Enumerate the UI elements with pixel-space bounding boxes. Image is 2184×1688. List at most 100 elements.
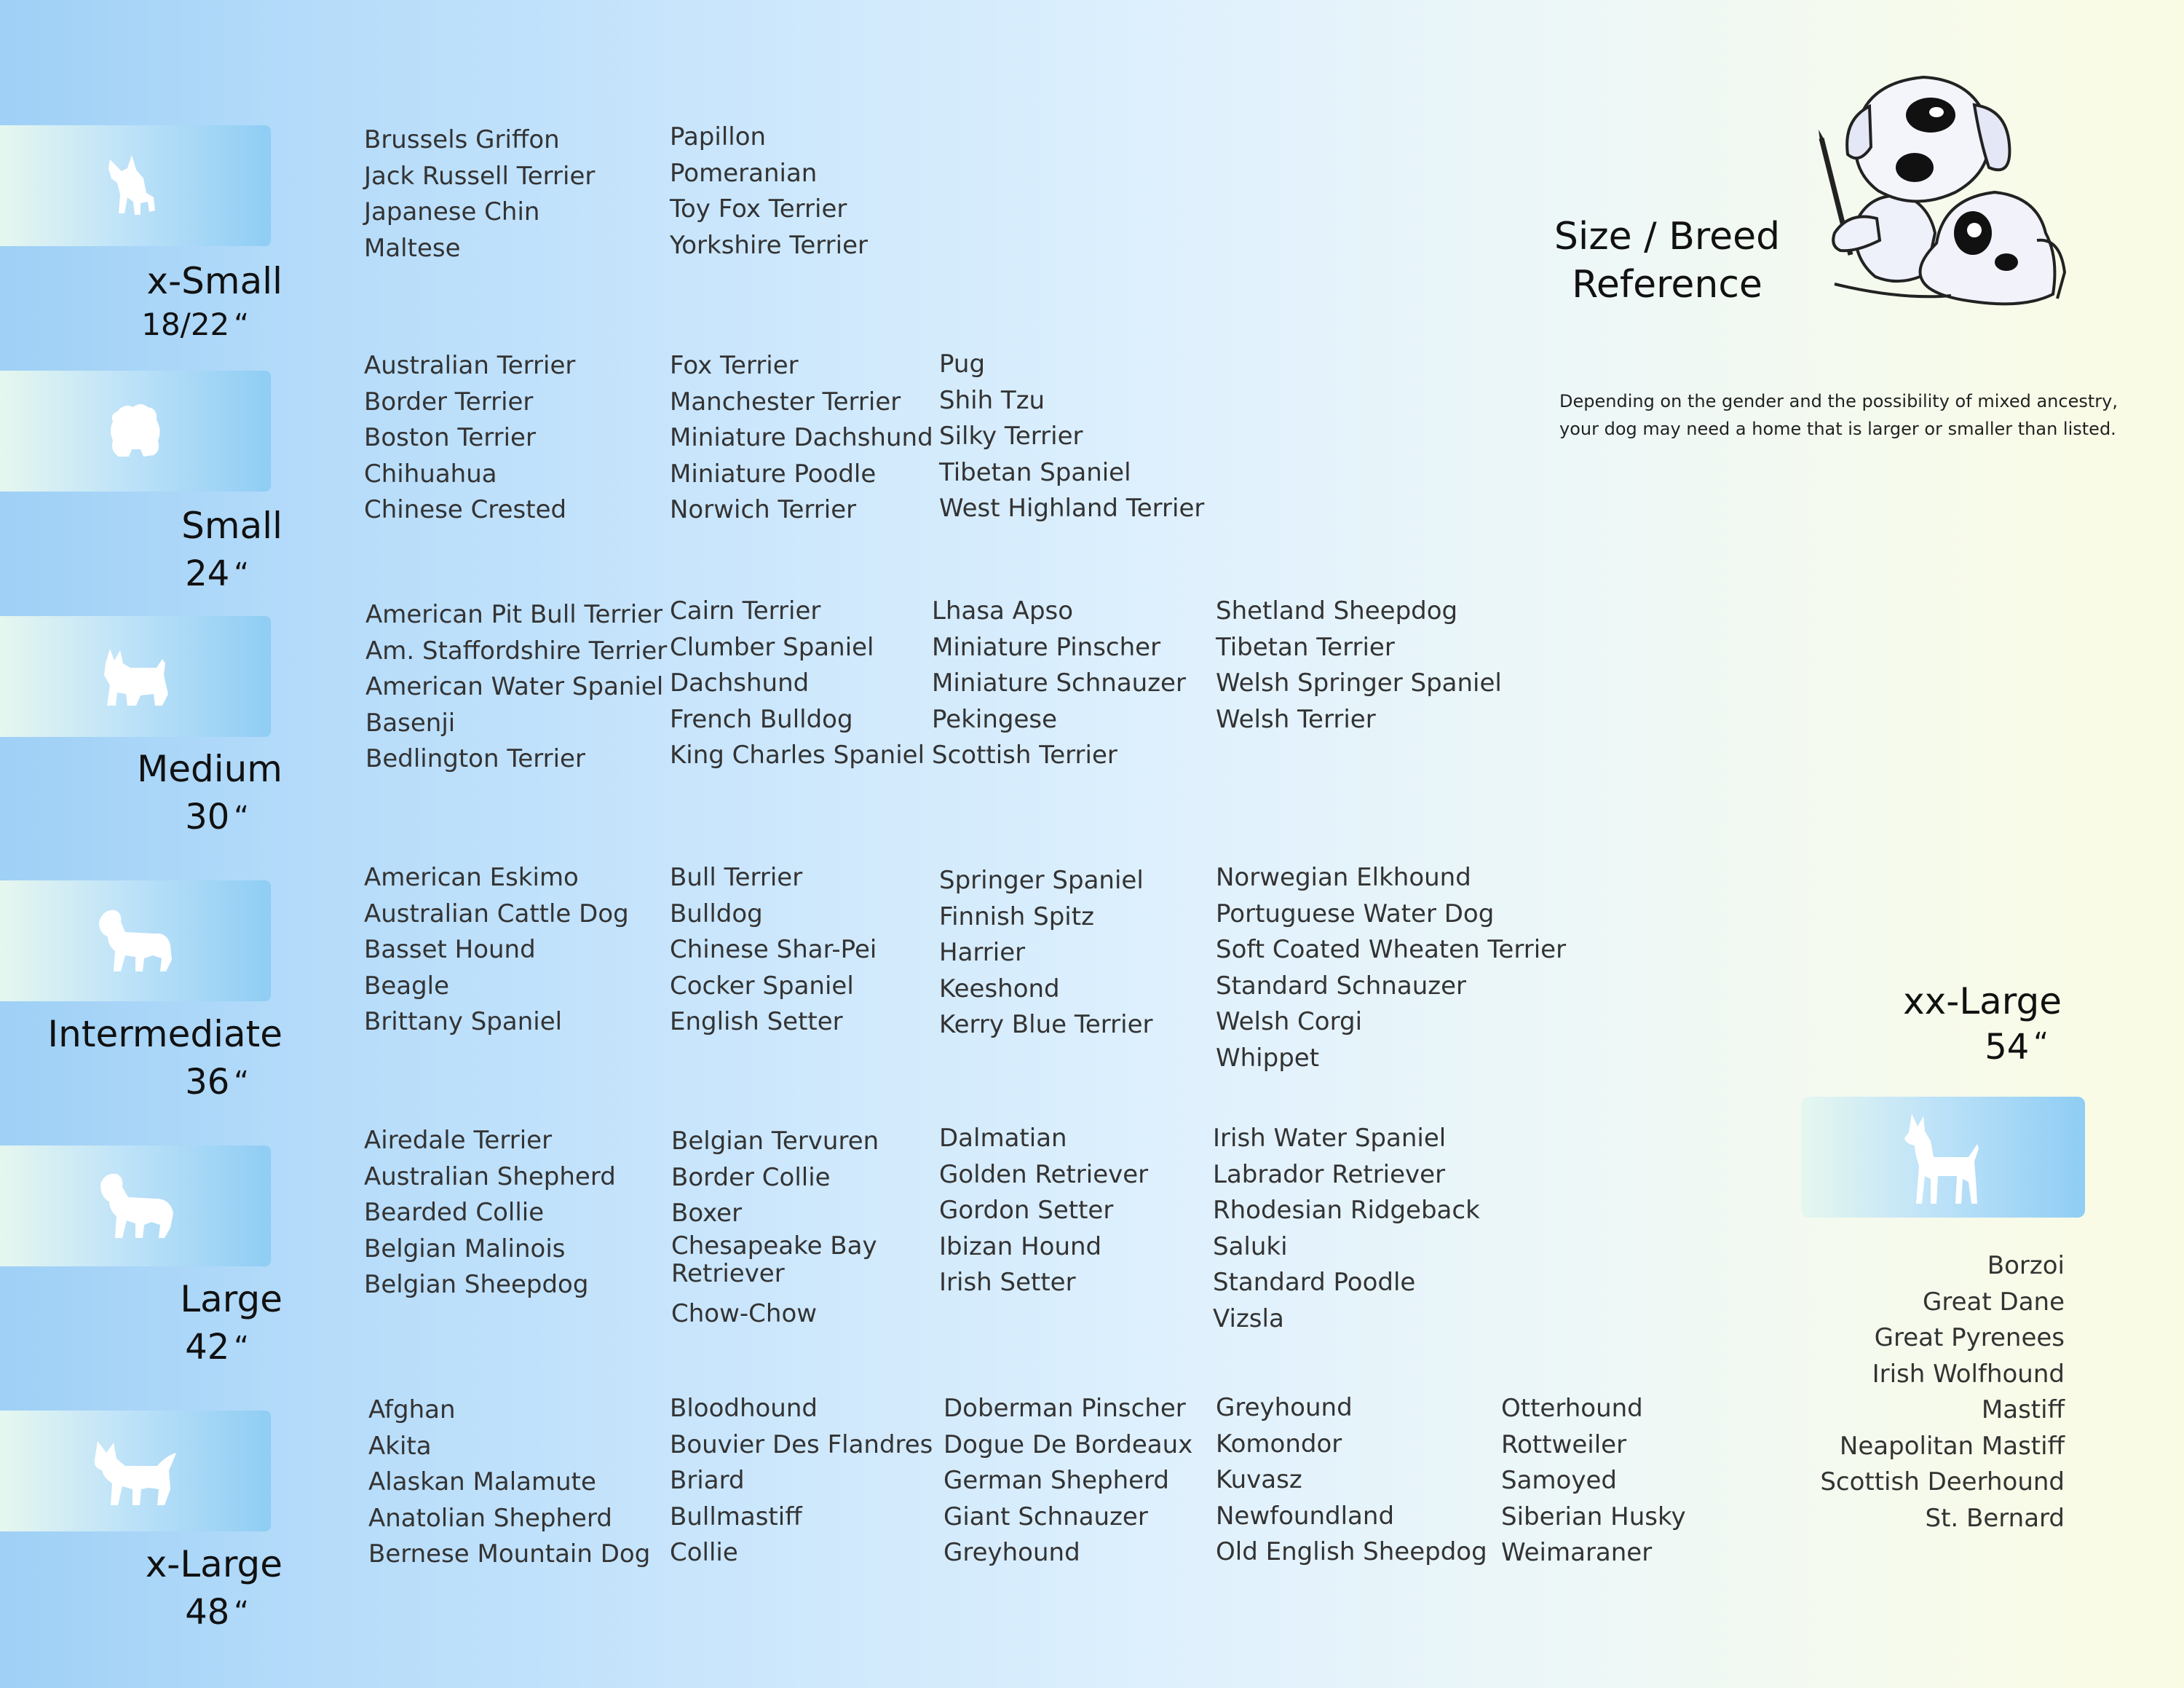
breed-item: Bullmastiff [670, 1502, 802, 1531]
breed-item: Welsh Springer Spaniel [1216, 669, 1502, 698]
large-band [0, 1145, 271, 1266]
small-band [0, 371, 271, 492]
breed-item: Border Terrier [364, 387, 534, 417]
small-dimension: 24 “ [185, 553, 249, 594]
breed-item: French Bulldog [670, 704, 853, 734]
breed-item: Chow-Chow [671, 1298, 818, 1328]
breed-item: Miniature Schnauzer [932, 669, 1186, 698]
breed-item: Bull Terrier [670, 863, 803, 892]
breed-item: Borzoi [1987, 1251, 2065, 1280]
breed-item: Whippet [1216, 1043, 1320, 1073]
breed-item: Airedale Terrier [364, 1126, 553, 1155]
breed-item: Great Dane [1923, 1287, 2065, 1317]
size-note-line: Depending on the gender and the possibil… [1559, 391, 2118, 411]
intermediate-col-1: American Eskimo Australian Cattle Dog Ba… [364, 860, 629, 1041]
breed-item: Pekingese [932, 704, 1058, 734]
breed-item: Jack Russell Terrier [364, 161, 596, 191]
breed-item: Portuguese Water Dog [1216, 899, 1495, 928]
breed-item: Welsh Terrier [1216, 704, 1376, 734]
breed-item: Cocker Spaniel [670, 971, 854, 1001]
breed-item: Chihuahua [364, 459, 497, 489]
breed-item: Greyhound [1216, 1393, 1353, 1422]
breed-item: Belgian Tervuren [671, 1127, 879, 1156]
breed-item: West Highland Terrier [939, 494, 1205, 523]
breed-item: St. Bernard [1925, 1503, 2065, 1533]
breed-item: Bulldog [670, 899, 763, 928]
breed-item: Rottweiler [1501, 1429, 1627, 1459]
breed-item: Border Collie [671, 1162, 831, 1192]
breed-item: Brussels Griffon [364, 125, 560, 154]
size-note: Depending on the gender and the possibil… [1559, 387, 2118, 443]
intermediate-band [0, 880, 271, 1001]
large-col-3: Dalmatian Golden Retriever Gordon Setter… [939, 1121, 1148, 1301]
breed-item: Collie [670, 1538, 738, 1567]
breed-item: Norwegian Elkhound [1216, 863, 1471, 892]
breed-item: Irish Water Spaniel [1213, 1124, 1447, 1153]
breed-item: American Pit Bull Terrier [365, 600, 663, 629]
size-note-line: your dog may need a home that is larger … [1559, 419, 2116, 439]
breed-item: Great Pyrenees [1874, 1323, 2065, 1352]
intermediate-label: Intermediate [47, 1013, 282, 1055]
breed-item: Dachshund [670, 669, 810, 698]
breed-item: Bloodhound [670, 1394, 818, 1423]
large-label: Large [180, 1278, 282, 1320]
breed-item: Manchester Terrier [670, 387, 901, 417]
small-col-3: Pug Shih Tzu Silky Terrier Tibetan Spani… [939, 347, 1204, 527]
xsmall-col-1: Brussels Griffon Jack Russell Terrier Ja… [364, 122, 595, 267]
xlarge-col-1: Afghan Akita Alaskan Malamute Anatolian … [368, 1392, 650, 1573]
large-col-2: Belgian Tervuren Border Collie Boxer Che… [671, 1124, 882, 1332]
medium-col-3: Lhasa Apso Miniature Pinscher Miniature … [932, 593, 1186, 774]
xxlarge-breed-list: Borzoi Great Dane Great Pyrenees Irish W… [1820, 1248, 2065, 1537]
breed-item: Giant Schnauzer [943, 1502, 1148, 1531]
breed-item: Miniature Dachshund [670, 423, 933, 452]
medium-dimension: 30 “ [185, 797, 249, 837]
breed-item: Alaskan Malamute [368, 1467, 596, 1496]
breed-item: Cairn Terrier [670, 596, 821, 626]
xsmall-band [0, 125, 271, 246]
breed-item: Otterhound [1501, 1394, 1643, 1423]
breed-item: Bearded Collie [364, 1198, 545, 1227]
breed-item: Bernese Mountain Dog [368, 1539, 651, 1569]
breed-item: Maltese [364, 233, 461, 263]
breed-item: Doberman Pinscher [943, 1394, 1186, 1423]
breed-item: Irish Setter [939, 1268, 1076, 1297]
breed-item: Vizsla [1213, 1304, 1284, 1333]
shih-tzu-silhouette-icon [111, 404, 160, 457]
spaniel-silhouette-icon [99, 910, 172, 971]
breed-item: Brittany Spaniel [364, 1007, 563, 1036]
breed-item: Basenji [365, 708, 456, 738]
small-col-2: Fox Terrier Manchester Terrier Miniature… [670, 348, 933, 529]
breed-item: Weimaraner [1501, 1538, 1653, 1567]
breed-item: Finnish Spitz [939, 902, 1094, 931]
breed-item: Kerry Blue Terrier [939, 1010, 1153, 1039]
breed-item: Samoyed [1501, 1466, 1617, 1495]
xsmall-dimension: 18/22 “ [141, 307, 249, 342]
breed-item: Lhasa Apso [932, 596, 1074, 626]
breed-item: Scottish Deerhound [1820, 1467, 2065, 1496]
breed-item: Miniature Pinscher [932, 632, 1161, 662]
breed-item: Belgian Malinois [364, 1234, 566, 1263]
breed-item: Am. Staffordshire Terrier [365, 636, 668, 666]
retriever-silhouette-icon [100, 1173, 173, 1238]
breed-item: Papillon [670, 122, 767, 151]
breed-item: Tibetan Spaniel [939, 457, 1131, 487]
xlarge-dimension: 48 “ [185, 1592, 249, 1633]
breed-item: Golden Retriever [939, 1159, 1149, 1189]
breed-item: Greyhound [943, 1538, 1080, 1567]
medium-col-1: American Pit Bull Terrier Am. Staffordsh… [365, 597, 667, 778]
breed-item: Norwich Terrier [670, 495, 857, 524]
breed-item: American Eskimo [364, 863, 579, 892]
terrier-silhouette-icon [104, 649, 168, 706]
breed-item: Basset Hound [364, 935, 536, 964]
breed-item: Akita [368, 1431, 432, 1461]
breed-item: Gordon Setter [939, 1196, 1114, 1225]
breed-item: Kuvasz [1216, 1465, 1302, 1494]
breed-item: Australian Cattle Dog [364, 899, 629, 928]
great-dane-silhouette-icon [1904, 1113, 1979, 1204]
breed-item: Standard Schnauzer [1216, 971, 1466, 1001]
breed-item: Ibizan Hound [939, 1231, 1102, 1261]
shaggy-dog-mascot-icon [1819, 75, 2067, 306]
breed-item: Australian Shepherd [364, 1162, 616, 1191]
small-col-1: Australian Terrier Border Terrier Boston… [364, 348, 575, 529]
breed-item: Harrier [939, 938, 1026, 967]
